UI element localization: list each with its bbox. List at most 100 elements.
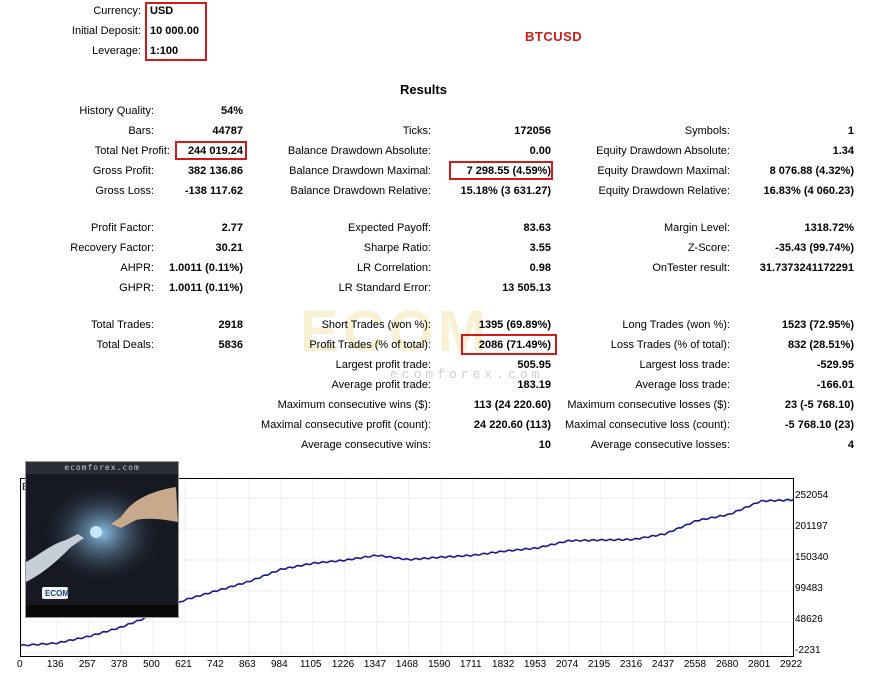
avg-consec-losses-label: Average consecutive losses:: [590, 439, 730, 451]
y-tick-label: 150340: [795, 552, 829, 563]
deposit-label: Initial Deposit:: [71, 25, 141, 37]
ahpr-label: AHPR:: [120, 262, 154, 274]
long-trades-value: 1523 (72.95%): [781, 319, 854, 331]
profit-factor-value: 2.77: [221, 222, 243, 234]
sharpe-ratio-value: 3.55: [529, 242, 551, 254]
x-tick-label: 2316: [619, 659, 643, 670]
largest-profit-value: 505.95: [517, 359, 551, 371]
x-tick-label: 2680: [716, 659, 739, 670]
x-tick-label: 500: [143, 659, 160, 670]
x-tick-label: 1953: [523, 659, 547, 670]
x-tick-label: 1226: [331, 659, 355, 670]
bars-label: Bars:: [128, 125, 154, 137]
balance-dd-max-value: 7 298.55 (4.59%): [466, 165, 551, 177]
currency-value: USD: [150, 5, 174, 17]
balance-dd-highlight-box: [449, 161, 553, 180]
balance-dd-rel-value: 15.18% (3 631.27): [460, 185, 551, 197]
ticks-value: 172056: [514, 125, 551, 137]
recovery-factor-value: 30.21: [215, 242, 243, 254]
bars-value: 44787: [212, 125, 243, 137]
leverage-label: Leverage:: [92, 45, 141, 57]
x-tick-label: 2922: [780, 659, 803, 670]
avg-consec-wins-value: 10: [538, 439, 551, 451]
symbols-label: Symbols:: [684, 125, 730, 137]
largest-loss-label: Largest loss trade:: [639, 359, 731, 371]
max-consec-wins-label: Maximum consecutive wins ($):: [277, 399, 431, 411]
total-net-profit-label: Total Net Profit:: [94, 145, 170, 157]
avg-consec-losses-value: 4: [847, 439, 854, 451]
x-tick-label: 2437: [651, 659, 675, 670]
short-trades-value: 1395 (69.89%): [478, 319, 551, 331]
gross-profit-label: Gross Profit:: [92, 165, 154, 177]
avg-profit-value: 183.19: [517, 379, 551, 391]
y-tick-label: 48626: [795, 614, 823, 625]
x-tick-label: 1590: [428, 659, 451, 670]
total-trades-value: 2918: [218, 319, 243, 331]
balance-dd-rel-label: Balance Drawdown Relative:: [290, 185, 431, 197]
equity-dd-rel-label: Equity Drawdown Relative:: [598, 185, 730, 197]
promo-thumbnail: ecomforex.com ECOM: [25, 461, 179, 618]
maximal-consec-loss-value: -5 768.10 (23): [784, 419, 854, 431]
x-tick-label: 621: [175, 659, 192, 670]
ticks-label: Ticks:: [402, 125, 431, 137]
x-tick-label: 863: [239, 659, 256, 670]
ahpr-value: 1.0011 (0.11%): [168, 262, 243, 274]
balance-dd-abs-label: Balance Drawdown Absolute:: [287, 145, 431, 157]
maximal-consec-loss-label: Maximal consecutive loss (count):: [564, 419, 730, 431]
x-tick-label: 2074: [555, 659, 579, 670]
gross-profit-value: 382 136.86: [187, 165, 243, 177]
gross-loss-label: Gross Loss:: [95, 185, 154, 197]
margin-level-value: 1318.72%: [804, 222, 854, 234]
profit-trades-value: 2086 (71.49%): [478, 339, 551, 351]
x-tick-label: 2558: [683, 659, 707, 670]
balance-dd-max-label: Balance Drawdown Maximal:: [289, 165, 431, 177]
deposit-value: 10 000.00: [150, 25, 199, 37]
total-net-profit-value: 244 019.24: [187, 145, 243, 157]
history-quality-label: History Quality:: [79, 105, 154, 117]
x-tick-label: 2801: [748, 659, 771, 670]
y-tick-label: 252054: [795, 490, 829, 501]
z-score-value: -35.43 (99.74%): [775, 242, 854, 254]
x-tick-label: 1711: [460, 659, 482, 670]
currency-label: Currency:: [93, 5, 141, 17]
avg-profit-label: Average profit trade:: [331, 379, 431, 391]
watermark-url: ecomforex.com: [390, 367, 544, 382]
max-consec-losses-value: 23 (-5 768.10): [784, 399, 854, 411]
svg-text:ECOM: ECOM: [45, 589, 69, 598]
long-trades-label: Long Trades (won %):: [622, 319, 730, 331]
recovery-factor-label: Recovery Factor:: [70, 242, 154, 254]
maximal-consec-profit-value: 24 220.60 (113): [473, 419, 551, 431]
x-tick-label: 378: [110, 659, 128, 670]
robot-hand-illustration: ECOM: [26, 474, 178, 613]
watermark-logo: ECOM: [300, 299, 490, 364]
gross-loss-value: -138 117.62: [184, 185, 243, 197]
equity-dd-abs-label: Equity Drawdown Absolute:: [596, 145, 730, 157]
total-trades-label: Total Trades:: [91, 319, 154, 331]
maximal-consec-profit-label: Maximal consecutive profit (count):: [261, 419, 431, 431]
largest-loss-value: -529.95: [816, 359, 854, 371]
max-consec-losses-label: Maximum consecutive losses ($):: [567, 399, 730, 411]
x-tick-label: 984: [270, 659, 288, 670]
x-tick-label: 0: [17, 659, 23, 670]
ghpr-label: GHPR:: [119, 282, 154, 294]
equity-dd-abs-value: 1.34: [832, 145, 854, 157]
y-tick-label: 99483: [795, 583, 823, 594]
avg-consec-wins-label: Average consecutive wins:: [300, 439, 431, 451]
ontester-label: OnTester result:: [652, 262, 730, 274]
x-tick-label: 1105: [299, 659, 322, 670]
lr-correlation-label: LR Correlation:: [357, 262, 431, 274]
z-score-label: Z-Score:: [687, 242, 730, 254]
largest-profit-label: Largest profit trade:: [335, 359, 431, 371]
x-tick-label: 1468: [395, 659, 419, 670]
results-title: Results: [400, 82, 447, 97]
x-tick-label: 2195: [587, 659, 611, 670]
expected-payoff-label: Expected Payoff:: [348, 222, 431, 234]
expected-payoff-value: 83.63: [523, 222, 551, 234]
equity-dd-max-label: Equity Drawdown Maximal:: [597, 165, 730, 177]
x-tick-label: 1347: [363, 659, 387, 670]
ghpr-value: 1.0011 (0.11%): [168, 282, 243, 294]
thumbnail-site-label: ecomforex.com: [26, 462, 178, 474]
x-tick-label: 1832: [492, 659, 515, 670]
symbols-value: 1: [847, 125, 854, 137]
margin-level-label: Margin Level:: [663, 222, 730, 234]
